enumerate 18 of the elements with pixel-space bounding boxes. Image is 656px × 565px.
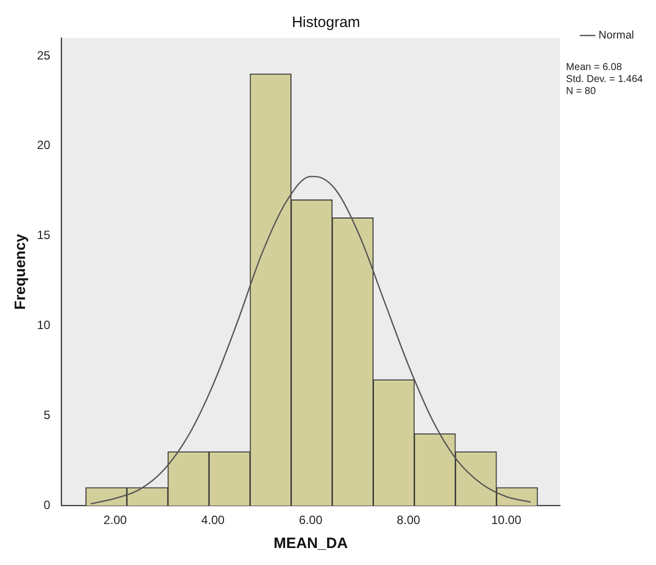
y-tick-label: 25 — [36, 48, 51, 62]
x-axis-title: MEAN_DA — [274, 535, 348, 552]
legend-label: Normal — [598, 30, 634, 42]
y-tick-label: 10 — [36, 318, 51, 332]
y-tick-label: 15 — [36, 228, 51, 242]
text: N = 80 — [566, 86, 596, 97]
text: Std. Dev. = 1.464 — [566, 74, 644, 85]
y-tick-label: 20 — [36, 138, 51, 152]
x-tick-label: 2.00 — [103, 513, 128, 528]
y-axis-title: Frequency — [12, 233, 30, 310]
x-tick-label: 6.00 — [299, 513, 323, 528]
x-tick-label: 10.00 — [491, 513, 522, 528]
x-tick-label: 4.00 — [201, 513, 225, 528]
chart-title: Histogram — [292, 14, 360, 32]
text: Mean = 6.08 — [566, 62, 622, 73]
y-tick-label: 0 — [44, 498, 51, 512]
y-tick-label: 5 — [44, 408, 51, 422]
x-tick-label: 8.00 — [396, 513, 420, 528]
